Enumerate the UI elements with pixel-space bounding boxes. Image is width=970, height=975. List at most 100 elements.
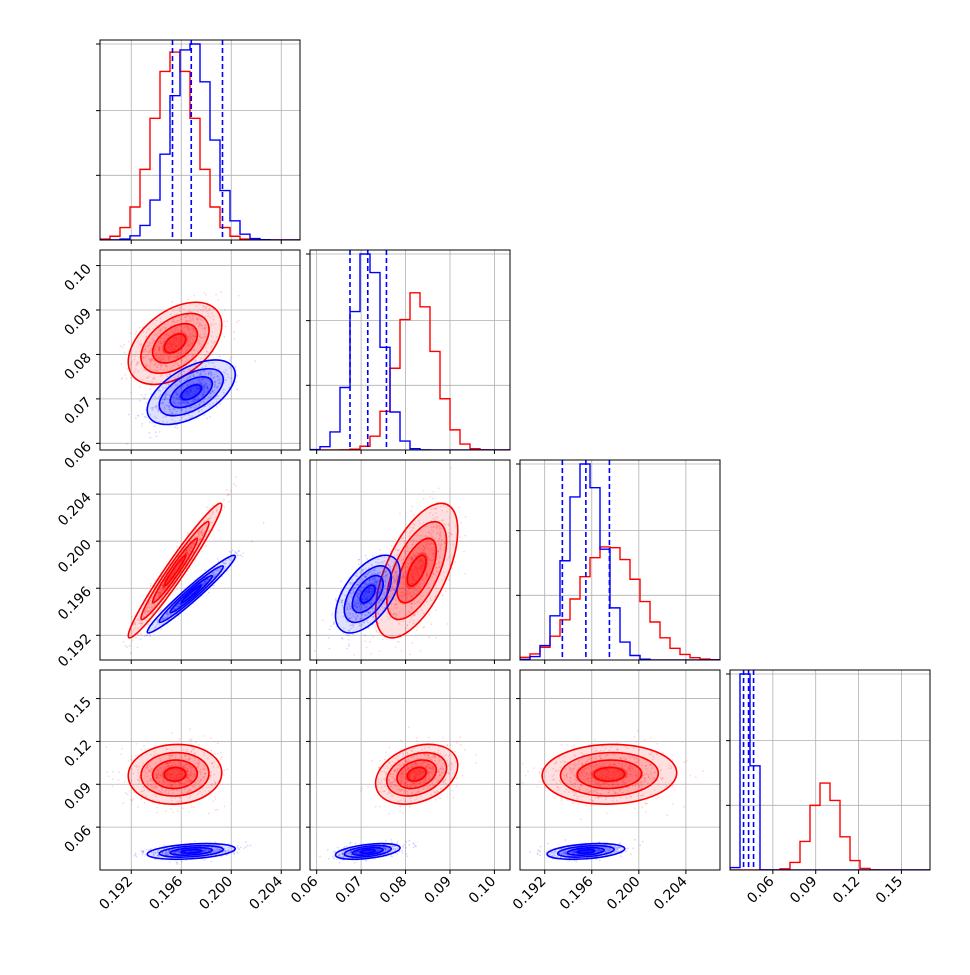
scatter-point xyxy=(390,553,392,555)
scatter-point xyxy=(140,386,142,388)
scatter-point xyxy=(378,623,380,625)
y-tick-label: 0.09 xyxy=(61,306,94,339)
scatter-point xyxy=(141,394,143,396)
scatter-point xyxy=(159,610,161,612)
scatter-point xyxy=(112,778,114,780)
scatter-point xyxy=(111,671,113,673)
scatter-point xyxy=(416,629,418,631)
scatter-point xyxy=(118,779,120,781)
scatter-point xyxy=(177,427,179,429)
y-tick-label: 0.204 xyxy=(55,490,95,530)
y-tick-label: 0.192 xyxy=(55,631,95,671)
scatter-point xyxy=(365,555,367,557)
scatter-point xyxy=(124,374,126,376)
scatter-point xyxy=(135,755,137,757)
scatter-point xyxy=(142,413,144,415)
scatter-point xyxy=(130,333,132,335)
scatter-point xyxy=(182,807,184,809)
scatter-point xyxy=(141,425,143,427)
scatter-point xyxy=(223,320,225,322)
scatter-point xyxy=(423,498,425,500)
scatter-point xyxy=(207,357,209,359)
scatter-point xyxy=(412,558,414,560)
y-tick-label: 0.10 xyxy=(61,261,94,294)
scatter-point xyxy=(382,639,384,641)
scatter-point xyxy=(110,660,112,662)
scatter-point xyxy=(233,483,235,485)
scatter-point xyxy=(394,538,396,540)
scatter-point xyxy=(235,381,237,383)
scatter-point xyxy=(169,374,171,376)
scatter-point xyxy=(219,403,221,405)
scatter-point xyxy=(395,598,397,600)
scatter-point xyxy=(396,554,398,556)
scatter-point xyxy=(448,579,450,581)
scatter-point xyxy=(155,431,157,433)
scatter-point xyxy=(209,354,211,356)
scatter-point xyxy=(135,637,137,639)
scatter-point xyxy=(234,338,236,340)
scatter-point xyxy=(124,352,126,354)
scatter-point xyxy=(215,294,217,296)
scatter-point xyxy=(212,800,214,802)
scatter-point xyxy=(412,642,414,644)
scatter-point xyxy=(139,400,141,402)
scatter-point xyxy=(227,494,229,496)
scatter-point xyxy=(129,645,131,647)
scatter-point xyxy=(364,640,366,642)
scatter-point xyxy=(208,813,210,815)
scatter-point xyxy=(195,741,197,743)
scatter-point xyxy=(229,359,231,361)
scatter-point xyxy=(122,346,124,348)
scatter-point xyxy=(218,530,220,532)
panel-content xyxy=(310,250,510,450)
scatter-point xyxy=(217,558,219,560)
scatter-point xyxy=(224,309,226,311)
scatter-point xyxy=(370,672,372,674)
scatter-point xyxy=(176,424,178,426)
scatter-point xyxy=(235,485,237,487)
scatter-point xyxy=(126,368,128,370)
scatter-point xyxy=(119,345,121,347)
scatter-point xyxy=(159,431,161,433)
scatter-point xyxy=(364,634,366,636)
scatter-point xyxy=(207,509,209,511)
scatter-point xyxy=(176,546,178,548)
scatter-point xyxy=(430,623,432,625)
scatter-point xyxy=(459,507,461,509)
scatter-point xyxy=(432,498,434,500)
scatter-point xyxy=(150,620,152,622)
scatter-point xyxy=(329,628,331,630)
scatter-point xyxy=(121,748,123,750)
scatter-point xyxy=(120,753,122,755)
scatter-point xyxy=(223,499,225,501)
scatter-point xyxy=(238,320,240,322)
scatter-point xyxy=(432,491,434,493)
scatter-point xyxy=(132,640,134,642)
scatter-point xyxy=(219,356,221,358)
scatter-point xyxy=(464,573,466,575)
scatter-point xyxy=(423,490,425,492)
panel-1-0: 0.060.070.080.090.10 xyxy=(61,250,300,472)
scatter-point xyxy=(235,366,237,368)
scatter-point xyxy=(131,616,133,618)
scatter-point xyxy=(146,402,148,404)
scatter-point xyxy=(167,376,169,378)
scatter-point xyxy=(146,635,148,637)
scatter-point xyxy=(194,359,196,361)
scatter-point xyxy=(150,437,152,439)
panel-0-0 xyxy=(96,40,300,244)
scatter-point xyxy=(220,291,222,293)
panel-2-1 xyxy=(306,460,510,675)
scatter-point xyxy=(198,744,200,746)
scatter-point xyxy=(233,331,235,333)
scatter-point xyxy=(404,588,406,590)
scatter-point xyxy=(348,645,350,647)
scatter-point xyxy=(465,516,467,518)
scatter-point xyxy=(366,647,368,649)
scatter-point xyxy=(340,581,342,583)
scatter-point xyxy=(228,501,230,503)
scatter-point xyxy=(415,556,417,558)
